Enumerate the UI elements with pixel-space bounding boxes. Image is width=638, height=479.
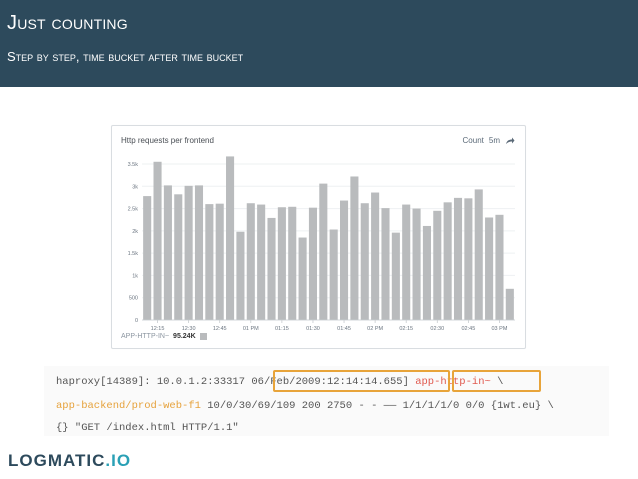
- bar: [433, 210, 442, 320]
- bar: [215, 203, 224, 320]
- y-tick-label: 1.5k: [128, 251, 139, 257]
- y-tick-label: 2.5k: [128, 207, 139, 213]
- log-line-2-rest: 10/0/30/69/109 200 2750 - - —— 1/1/1/1/0…: [200, 400, 554, 412]
- x-tick-label: 12:30: [182, 326, 196, 332]
- bar-chart: 0 500 1k 1.5k 2k 2.5k 3k 3.5k 12:15 12:30 12:45 01 …: [128, 156, 515, 332]
- bar: [391, 232, 400, 320]
- bar: [277, 207, 286, 320]
- bar: [402, 204, 411, 320]
- x-tick-label: 02 PM: [367, 326, 383, 332]
- bar: [371, 192, 380, 320]
- y-tick-label: 2k: [132, 229, 138, 235]
- legend-series-name: APP-HTTP-IN~: [121, 333, 170, 340]
- bar: [184, 185, 193, 320]
- y-tick-label: 3.5k: [128, 162, 139, 168]
- slide-header: Just counting Step by step, time bucket …: [0, 0, 638, 87]
- bar: [298, 237, 307, 320]
- metric-selector[interactable]: Count: [462, 136, 484, 145]
- log-prefix: haproxy[14389]: 10.0.1.2:33317: [56, 376, 252, 388]
- slide-title: Just counting: [7, 12, 128, 34]
- bar: [226, 156, 235, 320]
- x-tick-label: 01:15: [275, 326, 289, 332]
- bar: [505, 288, 514, 320]
- bar: [205, 204, 214, 320]
- bar: [246, 203, 255, 320]
- y-tick-label: 500: [129, 296, 138, 302]
- log-line-2: app-backend/prod-web-f1 10/0/30/69/109 2…: [56, 400, 554, 412]
- log-line-1: haproxy[14389]: 10.0.1.2:33317 06/Feb/20…: [56, 376, 503, 388]
- bar: [360, 203, 369, 320]
- y-tick-label: 3k: [132, 184, 138, 190]
- bar: [143, 196, 152, 320]
- logo-suffix: .IO: [105, 451, 132, 470]
- bar: [288, 206, 297, 320]
- bar: [329, 229, 338, 320]
- bar: [443, 202, 452, 320]
- legend-total-value: 95.24K: [173, 333, 196, 340]
- bar: [474, 189, 483, 320]
- log-sample: haproxy[14389]: 10.0.1.2:33317 06/Feb/20…: [44, 366, 609, 436]
- timestamp-highlight-box: [273, 370, 450, 392]
- log-continuation: \: [490, 376, 504, 388]
- slide-subtitle: Step by step, time bucket after time buc…: [7, 49, 244, 64]
- x-tick-label: 01:45: [337, 326, 351, 332]
- log-timestamp: 06/Feb/2009:12:14:14.655]: [251, 376, 409, 388]
- x-tick-label: 02:15: [399, 326, 413, 332]
- chart-controls: Count 5m: [463, 136, 515, 145]
- x-tick-label: 12:45: [213, 326, 227, 332]
- x-tick-label: 03 PM: [492, 326, 508, 332]
- logo-main: LOGMATIC: [8, 451, 106, 470]
- bar: [194, 185, 204, 320]
- bar: [495, 214, 504, 320]
- bar: [412, 208, 421, 320]
- x-tick-label: 02:45: [461, 326, 475, 332]
- bar: [163, 185, 172, 320]
- logmatic-logo: LOGMATIC.IO: [8, 451, 131, 471]
- bar: [257, 204, 266, 320]
- legend-swatch: [199, 333, 207, 340]
- log-backend: app-backend/prod-web-f1: [56, 400, 201, 412]
- y-tick-label: 0: [135, 318, 138, 324]
- frontend-highlight-box: [452, 370, 541, 392]
- chart-panel: Http requests per frontend Count 5m 0 500…: [111, 125, 526, 349]
- bar: [267, 217, 276, 320]
- bar: [319, 183, 328, 320]
- share-arrow-icon[interactable]: [505, 137, 515, 145]
- x-tick-label: 12:15: [151, 326, 165, 332]
- chart-title: Http requests per frontend: [121, 136, 214, 145]
- bar: [485, 217, 494, 320]
- interval-selector[interactable]: 5m: [488, 136, 500, 145]
- bar: [153, 161, 162, 320]
- bar: [422, 225, 431, 320]
- bar: [453, 197, 463, 320]
- bar: [308, 207, 317, 320]
- x-tick-label: 02:30: [430, 326, 444, 332]
- bar: [464, 198, 473, 320]
- log-line-3: {} "GET /index.html HTTP/1.1": [56, 422, 239, 434]
- bar: [350, 176, 359, 320]
- chart-legend: APP-HTTP-IN~ 95.24K: [121, 333, 207, 340]
- x-tick-label: 01 PM: [243, 326, 259, 332]
- bar: [340, 200, 349, 320]
- bar: [236, 231, 245, 320]
- x-tick-label: 01:30: [306, 326, 320, 332]
- y-tick-label: 1k: [132, 273, 138, 279]
- bar: [381, 208, 390, 320]
- bar: [174, 194, 183, 320]
